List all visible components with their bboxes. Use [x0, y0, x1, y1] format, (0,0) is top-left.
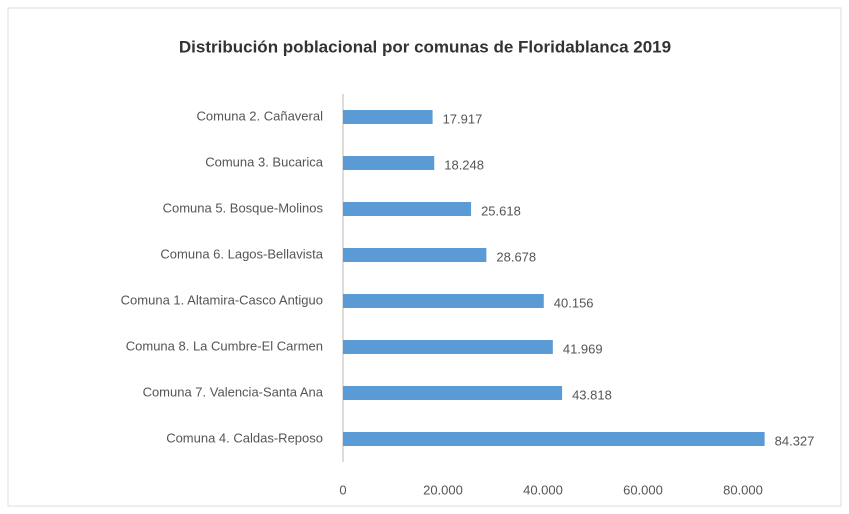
value-label: 84.327	[775, 433, 815, 448]
y-tick-label: Comuna 5. Bosque-Molinos	[163, 200, 324, 215]
value-label: 17.917	[443, 111, 483, 126]
value-label: 18.248	[444, 157, 484, 172]
chart-border	[7, 7, 842, 507]
bar	[343, 432, 765, 446]
bar	[343, 386, 563, 400]
value-label: 25.618	[481, 203, 521, 218]
y-tick-label: Comuna 6. Lagos-Bellavista	[160, 246, 323, 261]
x-tick-label: 60.000	[623, 482, 663, 497]
bar	[343, 202, 472, 216]
value-label: 43.818	[572, 387, 612, 402]
bar	[343, 110, 433, 124]
bar	[343, 248, 487, 262]
y-tick-label: Comuna 8. La Cumbre-El Carmen	[126, 338, 323, 353]
bar	[343, 294, 544, 308]
value-label: 28.678	[496, 249, 536, 264]
x-tick-label: 20.000	[423, 482, 463, 497]
value-label: 40.156	[554, 295, 594, 310]
chart-title: Distribución poblacional por comunas de …	[179, 37, 671, 56]
bar	[343, 340, 553, 354]
y-tick-label: Comuna 3. Bucarica	[205, 154, 324, 169]
x-tick-label: 80.000	[723, 482, 763, 497]
x-tick-label: 0	[339, 482, 346, 497]
y-tick-label: Comuna 7. Valencia-Santa Ana	[143, 384, 324, 399]
y-tick-label: Comuna 4. Caldas-Reposo	[166, 430, 323, 445]
bar	[343, 156, 435, 170]
x-tick-label: 40.000	[523, 482, 563, 497]
value-label: 41.969	[563, 341, 603, 356]
y-tick-label: Comuna 2. Cañaveral	[197, 108, 324, 123]
y-tick-label: Comuna 1. Altamira-Casco Antiguo	[121, 292, 323, 307]
